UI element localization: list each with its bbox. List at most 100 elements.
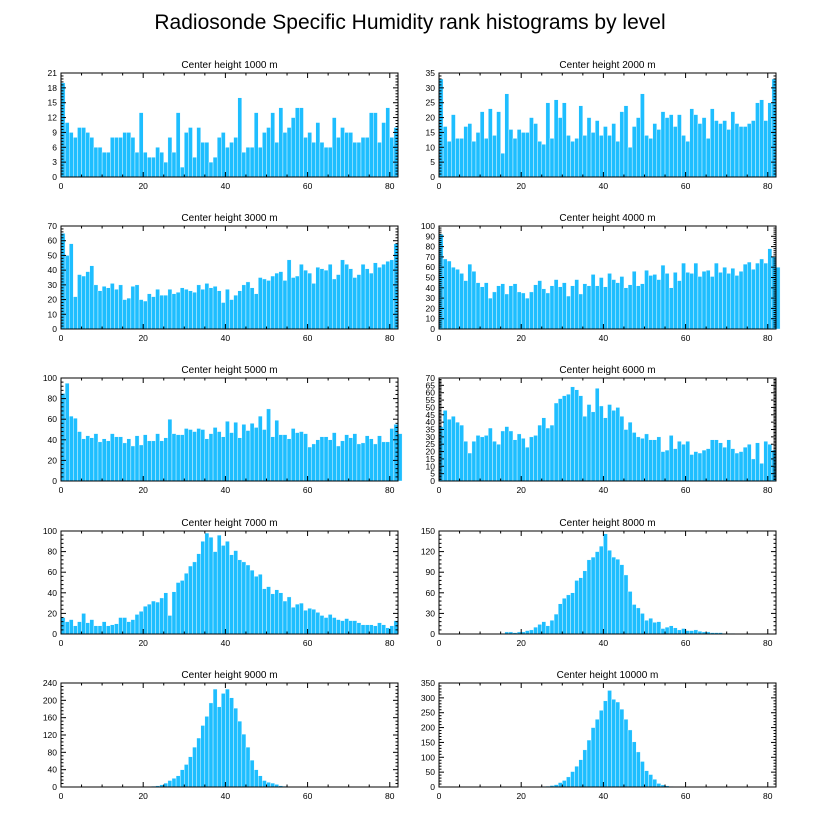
bar [726,129,731,178]
bar [730,448,736,482]
x-tick-label: 0 [59,181,64,191]
bar [126,132,132,178]
x-tick-label: 20 [516,638,526,648]
bar [693,262,699,330]
bar [389,137,395,178]
bar [270,275,275,330]
bar [607,404,612,482]
bar [216,137,222,178]
bar [553,99,559,178]
bar [467,263,473,330]
bar [147,440,152,482]
y-tick-label: 15 [48,98,58,108]
bar [262,429,267,482]
y-tick-label: 15 [426,127,436,137]
bar [636,436,641,482]
bar [155,601,160,635]
bar [533,626,538,635]
bar [93,147,99,178]
y-tick-label: 100 [43,373,57,383]
bar [373,625,378,635]
bar [155,147,160,178]
bar [229,697,234,788]
bar [599,710,604,788]
bar [237,437,243,482]
bar [138,444,144,482]
bar [73,417,78,482]
bar [648,774,653,788]
bar [332,432,337,482]
bar [221,302,226,330]
bar [77,274,82,330]
bar [718,442,723,482]
bar [196,737,201,788]
bar [574,766,579,788]
bar [479,436,485,482]
y-tick-label: 9 [52,127,57,137]
bar [188,756,193,788]
bar [114,436,119,482]
bar [89,265,95,330]
bar [179,287,185,330]
bar [570,141,575,178]
bar [578,577,584,635]
bar [549,620,555,635]
bar [85,622,90,635]
x-tick-label: 60 [681,485,691,495]
bar [369,624,374,635]
bar [619,416,625,482]
bar [307,608,312,635]
bar [85,271,90,330]
x-tick-label: 60 [303,181,313,191]
bar [364,624,370,635]
panel-title: Center height 6000 m [559,365,655,376]
x-tick-label: 40 [599,485,609,495]
bar [681,135,686,178]
bar [685,630,690,635]
bar [668,435,674,482]
bar [221,132,226,178]
bar [364,268,370,330]
bar [603,417,608,482]
bar [106,440,111,482]
bar [570,592,575,635]
bar [566,135,571,178]
bar [192,746,197,788]
x-tick-label: 40 [599,638,609,648]
bar [459,424,464,482]
x-tick-label: 80 [385,791,395,801]
bar [212,286,218,330]
bar [553,613,559,635]
bar [344,434,349,482]
y-tick-label: 35 [426,68,436,78]
bar [208,536,214,635]
bar [303,137,308,178]
bar [668,114,674,178]
y-tick-label: 150 [421,737,435,747]
bar [389,625,395,635]
bar [344,264,349,330]
bar [463,441,468,482]
bar [549,138,555,178]
bar [537,424,542,482]
panel-7000m: Center height 7000 m 0 20 40 60 80 0 20 40 60 80 10… [43,518,399,648]
bar [644,433,649,482]
bar [147,156,152,178]
bar [562,282,567,330]
bar [599,135,604,178]
bar [270,782,275,788]
bar [340,259,345,330]
bar [106,152,111,178]
y-tick-label: 60 [426,262,436,272]
x-tick-label: 40 [221,485,231,495]
bar [73,137,78,178]
bar [566,393,571,482]
y-tick-label: 20 [426,113,436,123]
bar [323,147,329,178]
bar [245,746,251,788]
bar [459,273,464,330]
bar [327,147,333,178]
bar [69,415,74,482]
bar [97,625,103,635]
bar [562,598,567,635]
